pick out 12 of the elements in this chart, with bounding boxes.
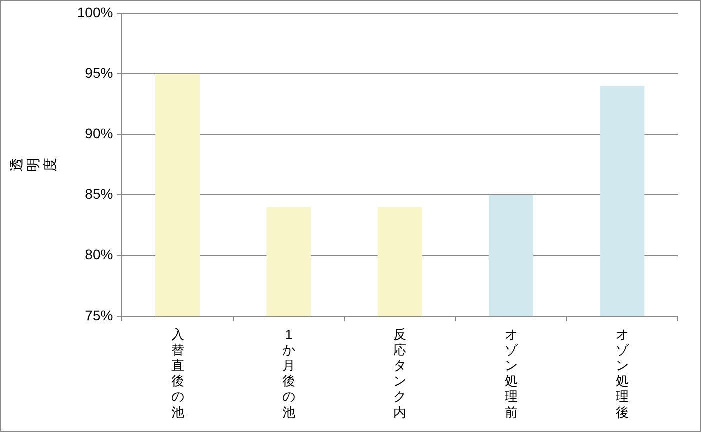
y-tick-label: 95% [85,64,114,81]
y-tick-label: 100% [77,4,114,20]
y-tick-label: 80% [85,246,114,263]
y-axis-title: 透明度 [8,158,58,172]
x-tick-label: オゾン処理後 [616,326,630,420]
y-tick-label: 75% [85,307,114,324]
x-tick-label: 1か月後の池 [282,326,296,420]
x-tick-label: 入替直後の池 [171,326,184,420]
y-tick-label: 90% [85,125,114,142]
x-tick-label: 反応タンク内 [394,326,407,420]
x-tick-label: オゾン処理前 [504,326,519,420]
y-tick-label: 85% [85,186,114,202]
